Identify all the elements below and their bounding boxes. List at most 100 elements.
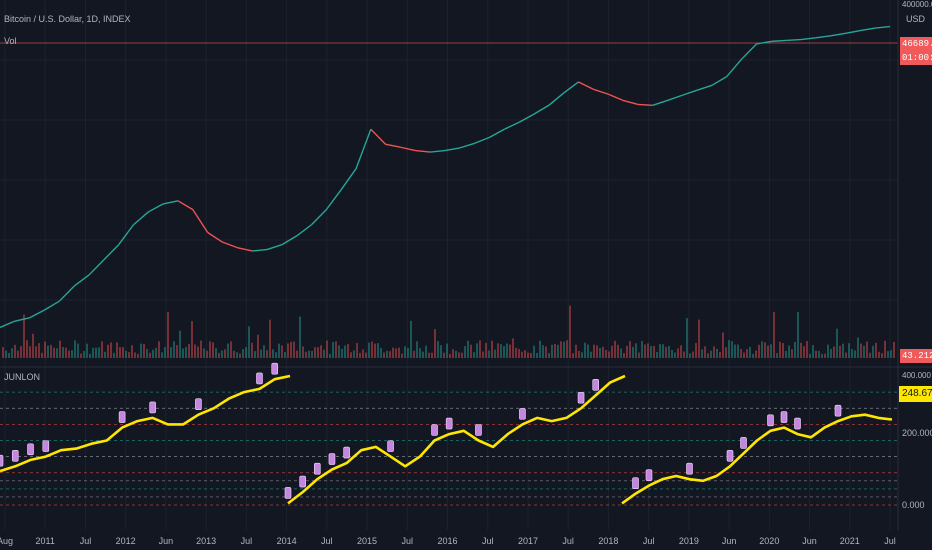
volume-bar	[770, 344, 772, 358]
volume-bar	[2, 347, 4, 358]
volume-bar	[119, 347, 121, 358]
price-segment	[44, 300, 60, 311]
volume-bar	[368, 342, 370, 358]
symbol-title[interactable]: Bitcoin / U.S. Dollar, 1D, INDEX	[4, 14, 131, 24]
time-tick-label: Jun	[159, 536, 174, 546]
volume-bar	[386, 350, 388, 358]
volume-bar	[134, 352, 136, 358]
volume-bar	[188, 343, 190, 358]
indicator-value-tag: 248.670	[899, 386, 932, 402]
signal-marker	[726, 449, 734, 462]
price-axis-top-label: 400000.00	[902, 0, 932, 9]
volume-bar	[848, 343, 850, 358]
volume-bar	[530, 353, 532, 358]
volume-bar	[437, 341, 439, 358]
volume-bar	[824, 353, 826, 358]
volume-bar	[491, 340, 493, 358]
volume-bar	[137, 353, 139, 358]
signal-marker	[686, 462, 693, 475]
volume-bar	[542, 345, 544, 358]
volume-bar	[488, 350, 490, 358]
volume-bar	[86, 343, 88, 358]
volume-bar	[635, 343, 637, 358]
volume-bar	[410, 320, 412, 358]
volume-bar	[668, 346, 670, 358]
volume-bar	[419, 348, 421, 358]
indicator-legend[interactable]: JUNLON	[4, 372, 41, 382]
volume-bar	[812, 345, 814, 358]
volume-bar	[377, 343, 379, 358]
signal-marker	[328, 453, 336, 465]
signal-marker	[0, 454, 4, 467]
price-segment	[489, 128, 505, 139]
price-segment	[860, 27, 876, 32]
volume-bar	[803, 346, 805, 358]
volume-bar	[248, 326, 250, 358]
volume-bar	[269, 319, 271, 358]
volume-bar	[233, 350, 235, 358]
signal-marker	[740, 437, 747, 449]
volume-bar	[851, 349, 853, 358]
volume-bar	[509, 344, 511, 358]
volume-bar	[554, 344, 556, 358]
volume-bar	[290, 341, 292, 358]
volume-bar	[776, 353, 778, 358]
volume-bar	[203, 348, 205, 358]
volume-bar	[293, 341, 295, 358]
volume-bar	[326, 340, 328, 358]
price-segment	[340, 168, 357, 191]
price-segment	[786, 38, 802, 42]
signal-marker	[387, 440, 394, 452]
volume-bar	[224, 349, 226, 358]
price-segment	[252, 248, 268, 252]
volume-bar	[257, 334, 259, 358]
volume-bar	[575, 344, 577, 358]
signal-marker	[149, 401, 156, 414]
volume-bar	[878, 351, 880, 358]
volume-bar	[485, 342, 487, 358]
volume-bar	[353, 350, 355, 358]
volume-bar	[779, 341, 781, 358]
volume-bar	[32, 333, 34, 358]
volume-bar	[284, 352, 286, 358]
price-segment	[311, 209, 327, 226]
time-tick-label: Jul	[80, 536, 92, 546]
chart-grid	[0, 0, 898, 530]
volume-bar	[845, 352, 847, 358]
volume-bar	[47, 345, 49, 358]
volume-bar	[287, 343, 289, 358]
volume-bar	[887, 351, 889, 358]
volume-legend[interactable]: Vol	[4, 36, 17, 46]
volume-bar	[692, 351, 694, 358]
volume-bar	[737, 344, 739, 358]
volume-bar	[545, 346, 547, 358]
time-tick-label: 2018	[598, 536, 618, 546]
volume-bar	[101, 341, 103, 358]
volume-bar	[581, 352, 583, 358]
currency-label: USD	[906, 14, 926, 24]
volume-bar	[299, 316, 301, 358]
volume-bar	[842, 343, 844, 358]
volume-bar	[704, 346, 706, 358]
volume-bar	[35, 346, 37, 358]
volume-bar	[773, 311, 775, 358]
price-series	[0, 25, 891, 329]
volume-bar	[116, 342, 118, 358]
volume-bar	[458, 352, 460, 358]
volume-bar	[209, 341, 211, 358]
price-segment	[637, 103, 653, 106]
volume-bar	[695, 342, 697, 358]
volume-bar	[566, 340, 568, 358]
volume-bar	[821, 353, 823, 358]
price-segment	[800, 37, 816, 41]
volume-bar	[740, 349, 742, 358]
volume-bar	[665, 346, 667, 358]
volume-bar	[884, 340, 886, 358]
volume-bar	[65, 347, 67, 358]
volume-bar	[311, 350, 313, 358]
time-tick-label: 2020	[759, 536, 779, 546]
volume-bar	[62, 347, 64, 358]
volume-bar	[242, 349, 244, 358]
volume-bar	[218, 352, 220, 358]
